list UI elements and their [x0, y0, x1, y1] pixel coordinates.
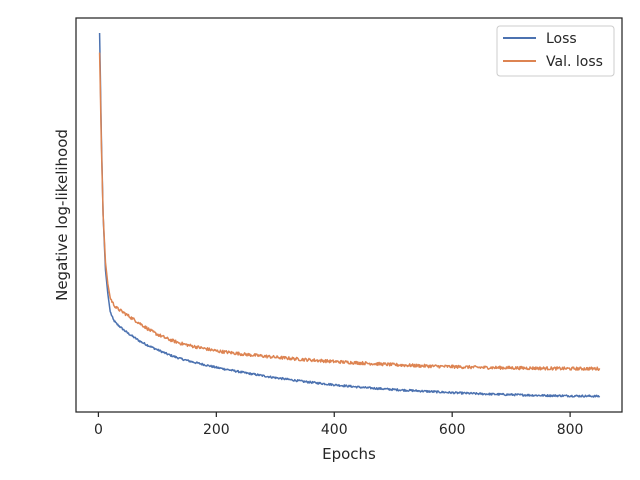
legend-label-loss: Loss — [546, 31, 577, 47]
plot-frame — [75, 17, 623, 413]
series-line-val-loss — [98, 52, 601, 371]
x-axis-label: Epochs — [322, 445, 376, 463]
y-axis-label: Negative log-likelihood — [53, 129, 71, 301]
x-tick-label: 600 — [439, 422, 466, 438]
x-tick-label: 0 — [94, 422, 103, 438]
legend: Loss Val. loss — [496, 25, 615, 77]
legend-label-val-loss: Val. loss — [546, 54, 603, 70]
x-tick-label: 400 — [321, 422, 348, 438]
series-line-loss — [98, 32, 601, 398]
x-tick-label: 800 — [557, 422, 584, 438]
series-layer — [98, 32, 601, 398]
x-tick-label: 200 — [203, 422, 230, 438]
x-axis-ticks: 0 200 400 600 800 — [94, 412, 584, 438]
